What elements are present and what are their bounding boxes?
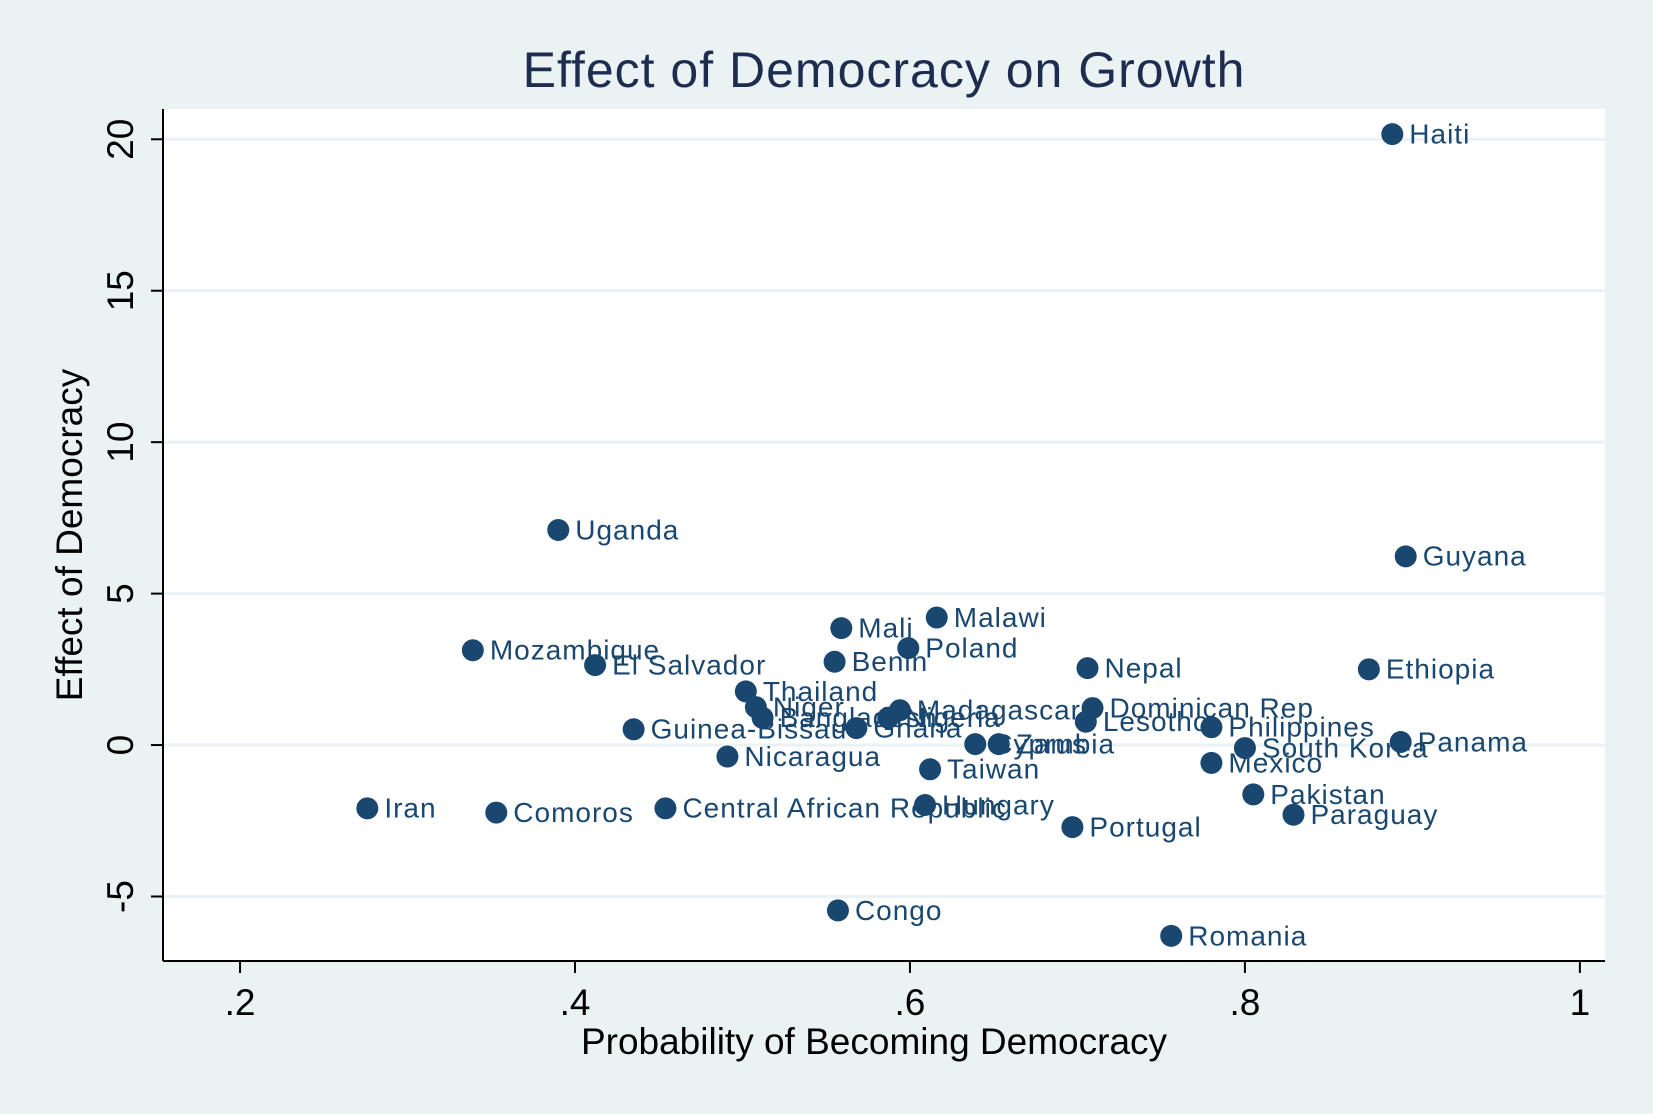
y-axis-label: Effect of Democracy — [49, 368, 90, 701]
point — [987, 733, 1010, 756]
point — [1394, 545, 1417, 568]
y-tick-label: 0 — [100, 735, 141, 756]
point-label: Ghana — [873, 712, 962, 743]
point-label: Central African Republic — [682, 793, 1006, 824]
point — [1282, 803, 1305, 826]
point — [1381, 123, 1404, 146]
point-label: Paraguay — [1310, 799, 1438, 830]
point — [845, 717, 868, 740]
point — [877, 706, 900, 729]
point-label: Nicaragua — [744, 741, 881, 772]
point-label: Niger — [773, 692, 845, 723]
point — [716, 745, 739, 768]
y-tick-label: 20 — [100, 119, 141, 160]
x-tick-label: 1 — [1570, 982, 1591, 1023]
point-label: El Salvador — [612, 649, 766, 680]
point-label: Uganda — [575, 514, 679, 545]
x-tick-label: .6 — [895, 982, 926, 1023]
point-label: Poland — [925, 633, 1018, 664]
point-label: Thailand — [763, 676, 878, 707]
plot-area — [163, 109, 1605, 961]
point-label: Haiti — [1409, 119, 1470, 150]
chart-title: Effect of Democracy on Growth — [523, 42, 1246, 98]
point-label: Panama — [1418, 726, 1528, 757]
x-tick-label: .4 — [560, 982, 591, 1023]
point — [485, 801, 508, 824]
point — [1061, 816, 1084, 839]
point-label: Malawi — [954, 602, 1047, 633]
point — [964, 733, 987, 756]
point-label: Lesotho — [1103, 706, 1210, 737]
point-label: Benin — [852, 646, 929, 677]
point — [654, 797, 677, 820]
point-label: Madagascar — [917, 695, 1081, 726]
point-label: Guyana — [1423, 541, 1527, 572]
point — [1200, 716, 1223, 739]
point — [1200, 751, 1223, 774]
point — [925, 606, 948, 629]
point — [734, 680, 757, 703]
y-tick-label: 15 — [100, 270, 141, 311]
point — [584, 654, 607, 677]
point — [1357, 658, 1380, 681]
y-tick-label: 5 — [100, 583, 141, 604]
point-label: Hungary — [942, 789, 1055, 820]
point-label: Philippines — [1228, 712, 1374, 743]
point — [830, 617, 853, 640]
point-label: Portugal — [1089, 812, 1201, 843]
point — [751, 706, 774, 729]
point — [356, 797, 379, 820]
x-axis-label: Probability of Becoming Democracy — [581, 1021, 1168, 1062]
point-label: Ethiopia — [1386, 654, 1495, 685]
point-label: Mexico — [1228, 747, 1323, 778]
point-label: Comoros — [513, 797, 634, 828]
point — [1074, 710, 1097, 733]
point-label: Zambia — [1016, 729, 1115, 760]
point — [919, 758, 942, 781]
y-tick-label: 10 — [100, 422, 141, 463]
point-label: Taiwan — [947, 754, 1040, 785]
point-label: Nigeria — [905, 702, 1001, 733]
point — [1233, 737, 1256, 760]
point-label: Romania — [1188, 920, 1307, 951]
point — [547, 519, 570, 542]
point-label: Mozambique — [490, 635, 660, 666]
x-tick-label: .8 — [1229, 982, 1260, 1023]
point — [897, 637, 920, 660]
point-label: Congo — [855, 895, 943, 926]
y-tick-label: -5 — [100, 880, 141, 913]
point-label: Guinea-Bissau — [651, 714, 848, 745]
point-label: Iran — [384, 793, 436, 824]
point — [1076, 657, 1099, 680]
point — [1242, 783, 1265, 806]
point — [823, 650, 846, 673]
point — [826, 899, 849, 922]
x-tick-label: .2 — [225, 982, 256, 1023]
point-label: Nepal — [1104, 653, 1182, 684]
point — [461, 639, 484, 662]
point — [914, 794, 937, 817]
point — [1160, 924, 1183, 947]
point — [1389, 731, 1412, 754]
point — [622, 718, 645, 741]
